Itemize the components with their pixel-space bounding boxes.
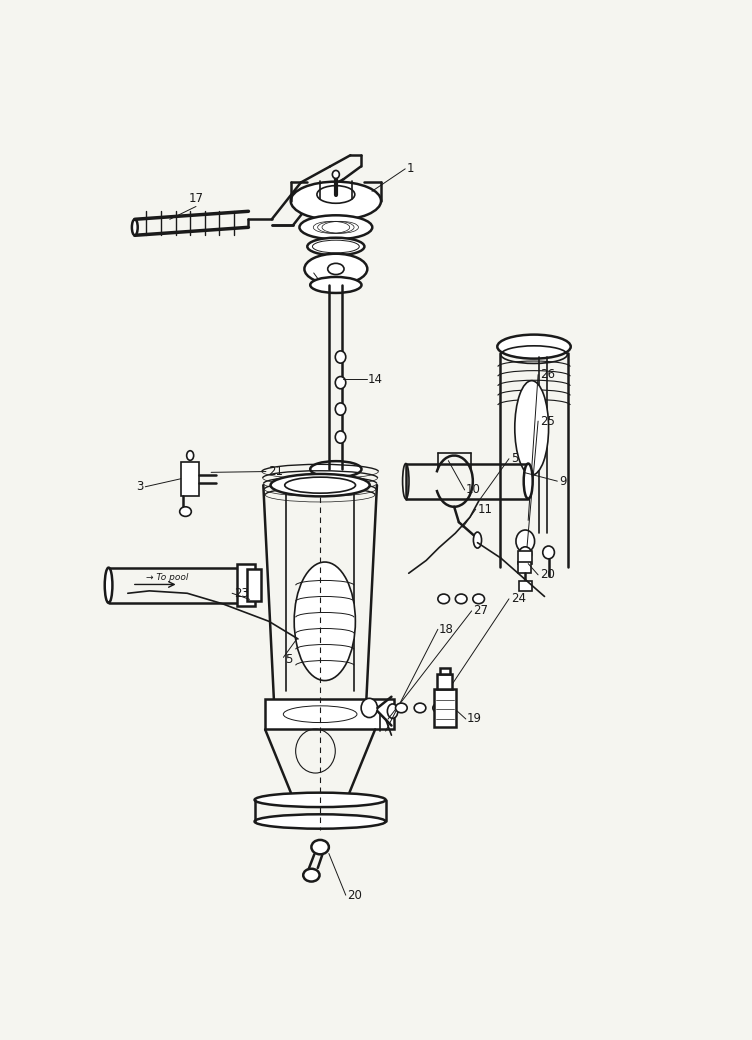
Bar [247,570,261,601]
Text: 11: 11 [478,502,493,516]
Ellipse shape [303,868,320,882]
Text: 18: 18 [439,623,454,635]
Text: 17: 17 [189,191,204,205]
Text: 27: 27 [473,604,488,618]
Bar [237,564,256,606]
Ellipse shape [523,464,532,499]
Ellipse shape [516,530,535,552]
Ellipse shape [255,814,386,829]
Ellipse shape [473,594,484,603]
Ellipse shape [328,263,344,275]
Ellipse shape [317,186,355,203]
Ellipse shape [433,703,444,712]
Text: 10: 10 [465,484,481,496]
Ellipse shape [387,704,398,719]
Ellipse shape [335,350,346,363]
Bar [440,668,450,674]
Ellipse shape [105,568,112,603]
Ellipse shape [497,335,571,359]
Bar [180,462,199,496]
Ellipse shape [456,594,467,603]
Ellipse shape [271,474,370,496]
Ellipse shape [311,277,362,293]
Ellipse shape [186,450,194,461]
Text: 20: 20 [347,888,362,902]
Text: 14: 14 [368,373,383,386]
Ellipse shape [132,219,138,235]
Text: 9: 9 [559,474,566,488]
Ellipse shape [519,547,532,562]
Ellipse shape [311,840,329,854]
Text: 2: 2 [315,281,323,294]
Text: 5: 5 [285,653,293,667]
Ellipse shape [361,698,378,718]
Bar [434,688,456,727]
Text: 25: 25 [540,415,555,427]
Text: 24: 24 [511,593,526,605]
Text: 23: 23 [234,587,249,600]
Text: 19: 19 [467,712,482,726]
Ellipse shape [180,506,191,517]
Ellipse shape [335,402,346,415]
Bar [517,551,532,564]
Text: 3: 3 [136,480,144,493]
Bar [265,699,394,729]
Ellipse shape [311,461,362,477]
Ellipse shape [294,562,356,680]
Text: 21: 21 [268,465,283,478]
Ellipse shape [414,703,426,712]
Bar [437,674,453,688]
Ellipse shape [335,431,346,443]
Text: → To pool: → To pool [147,573,189,582]
Ellipse shape [396,703,407,712]
Ellipse shape [543,546,554,558]
Ellipse shape [438,594,450,603]
Bar [520,581,532,591]
Text: 1: 1 [407,162,414,176]
Text: 26: 26 [540,368,555,381]
Text: 20: 20 [540,568,555,581]
Ellipse shape [335,376,346,389]
Ellipse shape [332,171,339,179]
Ellipse shape [515,381,549,475]
Ellipse shape [299,215,372,239]
Ellipse shape [291,182,381,220]
Ellipse shape [308,238,365,256]
Text: 5: 5 [511,452,518,465]
Ellipse shape [305,254,367,284]
Bar [517,562,530,573]
Ellipse shape [474,532,481,548]
Ellipse shape [255,792,386,807]
